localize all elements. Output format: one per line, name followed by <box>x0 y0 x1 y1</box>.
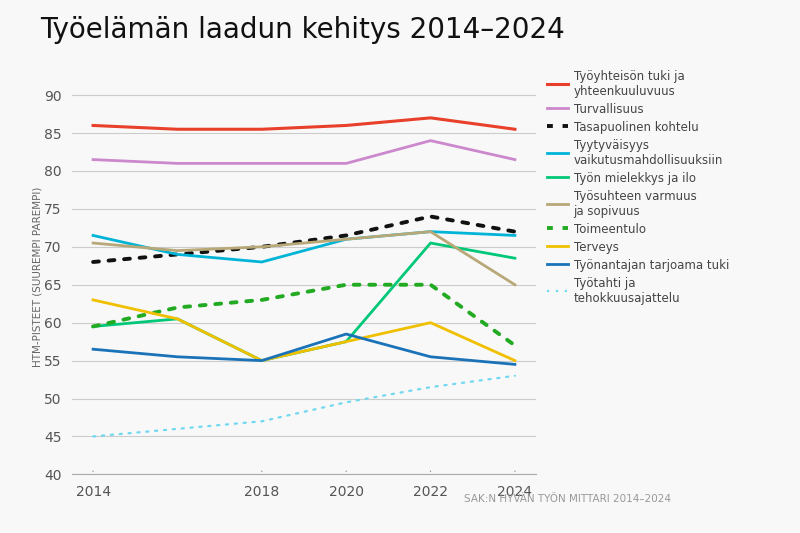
Legend: Työyhteisön tuki ja
yhteenkuuluvuus, Turvallisuus, Tasapuolinen kohtelu, Tyytyvä: Työyhteisön tuki ja yhteenkuuluvuus, Tur… <box>546 70 729 305</box>
Y-axis label: HTM-PISTEET (SUUREMPI PAREMPI): HTM-PISTEET (SUUREMPI PAREMPI) <box>32 187 42 367</box>
Text: Työelämän laadun kehitys 2014–2024: Työelämän laadun kehitys 2014–2024 <box>40 16 565 44</box>
Text: SAK:N HYVÄN TYÖN MITTARI 2014–2024: SAK:N HYVÄN TYÖN MITTARI 2014–2024 <box>464 494 671 504</box>
